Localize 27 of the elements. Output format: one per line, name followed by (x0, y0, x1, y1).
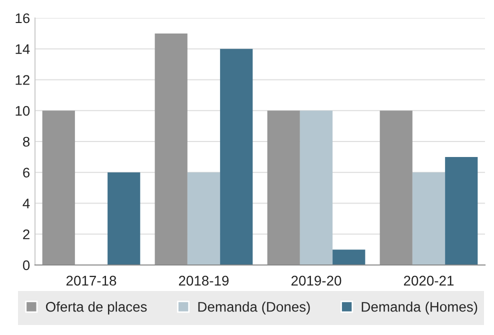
y-tick-label: 0 (22, 260, 30, 270)
bar (380, 110, 412, 265)
y-tick-label: 4 (22, 198, 30, 208)
y-tick-label: 10 (16, 106, 30, 116)
y-tick-label: 16 (16, 13, 30, 24)
bar (445, 156, 478, 265)
y-tick-label: 12 (16, 75, 30, 85)
x-tick-label: 2019-20 (291, 276, 342, 286)
bar (300, 110, 333, 265)
legend-label: Demanda (Homes) (362, 302, 478, 315)
legend-label: Oferta de places (46, 302, 147, 315)
y-tick-label: 2 (23, 229, 30, 240)
x-tick-label: 2020-21 (404, 276, 454, 286)
bar (187, 172, 220, 265)
bar (108, 172, 140, 265)
y-tick-label: 14 (16, 44, 30, 54)
bar (42, 110, 75, 265)
y-tick-label: 6 (23, 168, 30, 178)
bar (267, 110, 300, 265)
bar (332, 250, 366, 265)
x-tick-label: 2018-19 (178, 276, 229, 286)
bar (154, 33, 188, 265)
bar (220, 48, 253, 265)
legend-label: Demanda (Dones) (198, 302, 310, 315)
y-tick-label: 8 (23, 136, 30, 147)
x-tick-label: 2017-18 (66, 276, 116, 286)
bar (412, 172, 446, 265)
